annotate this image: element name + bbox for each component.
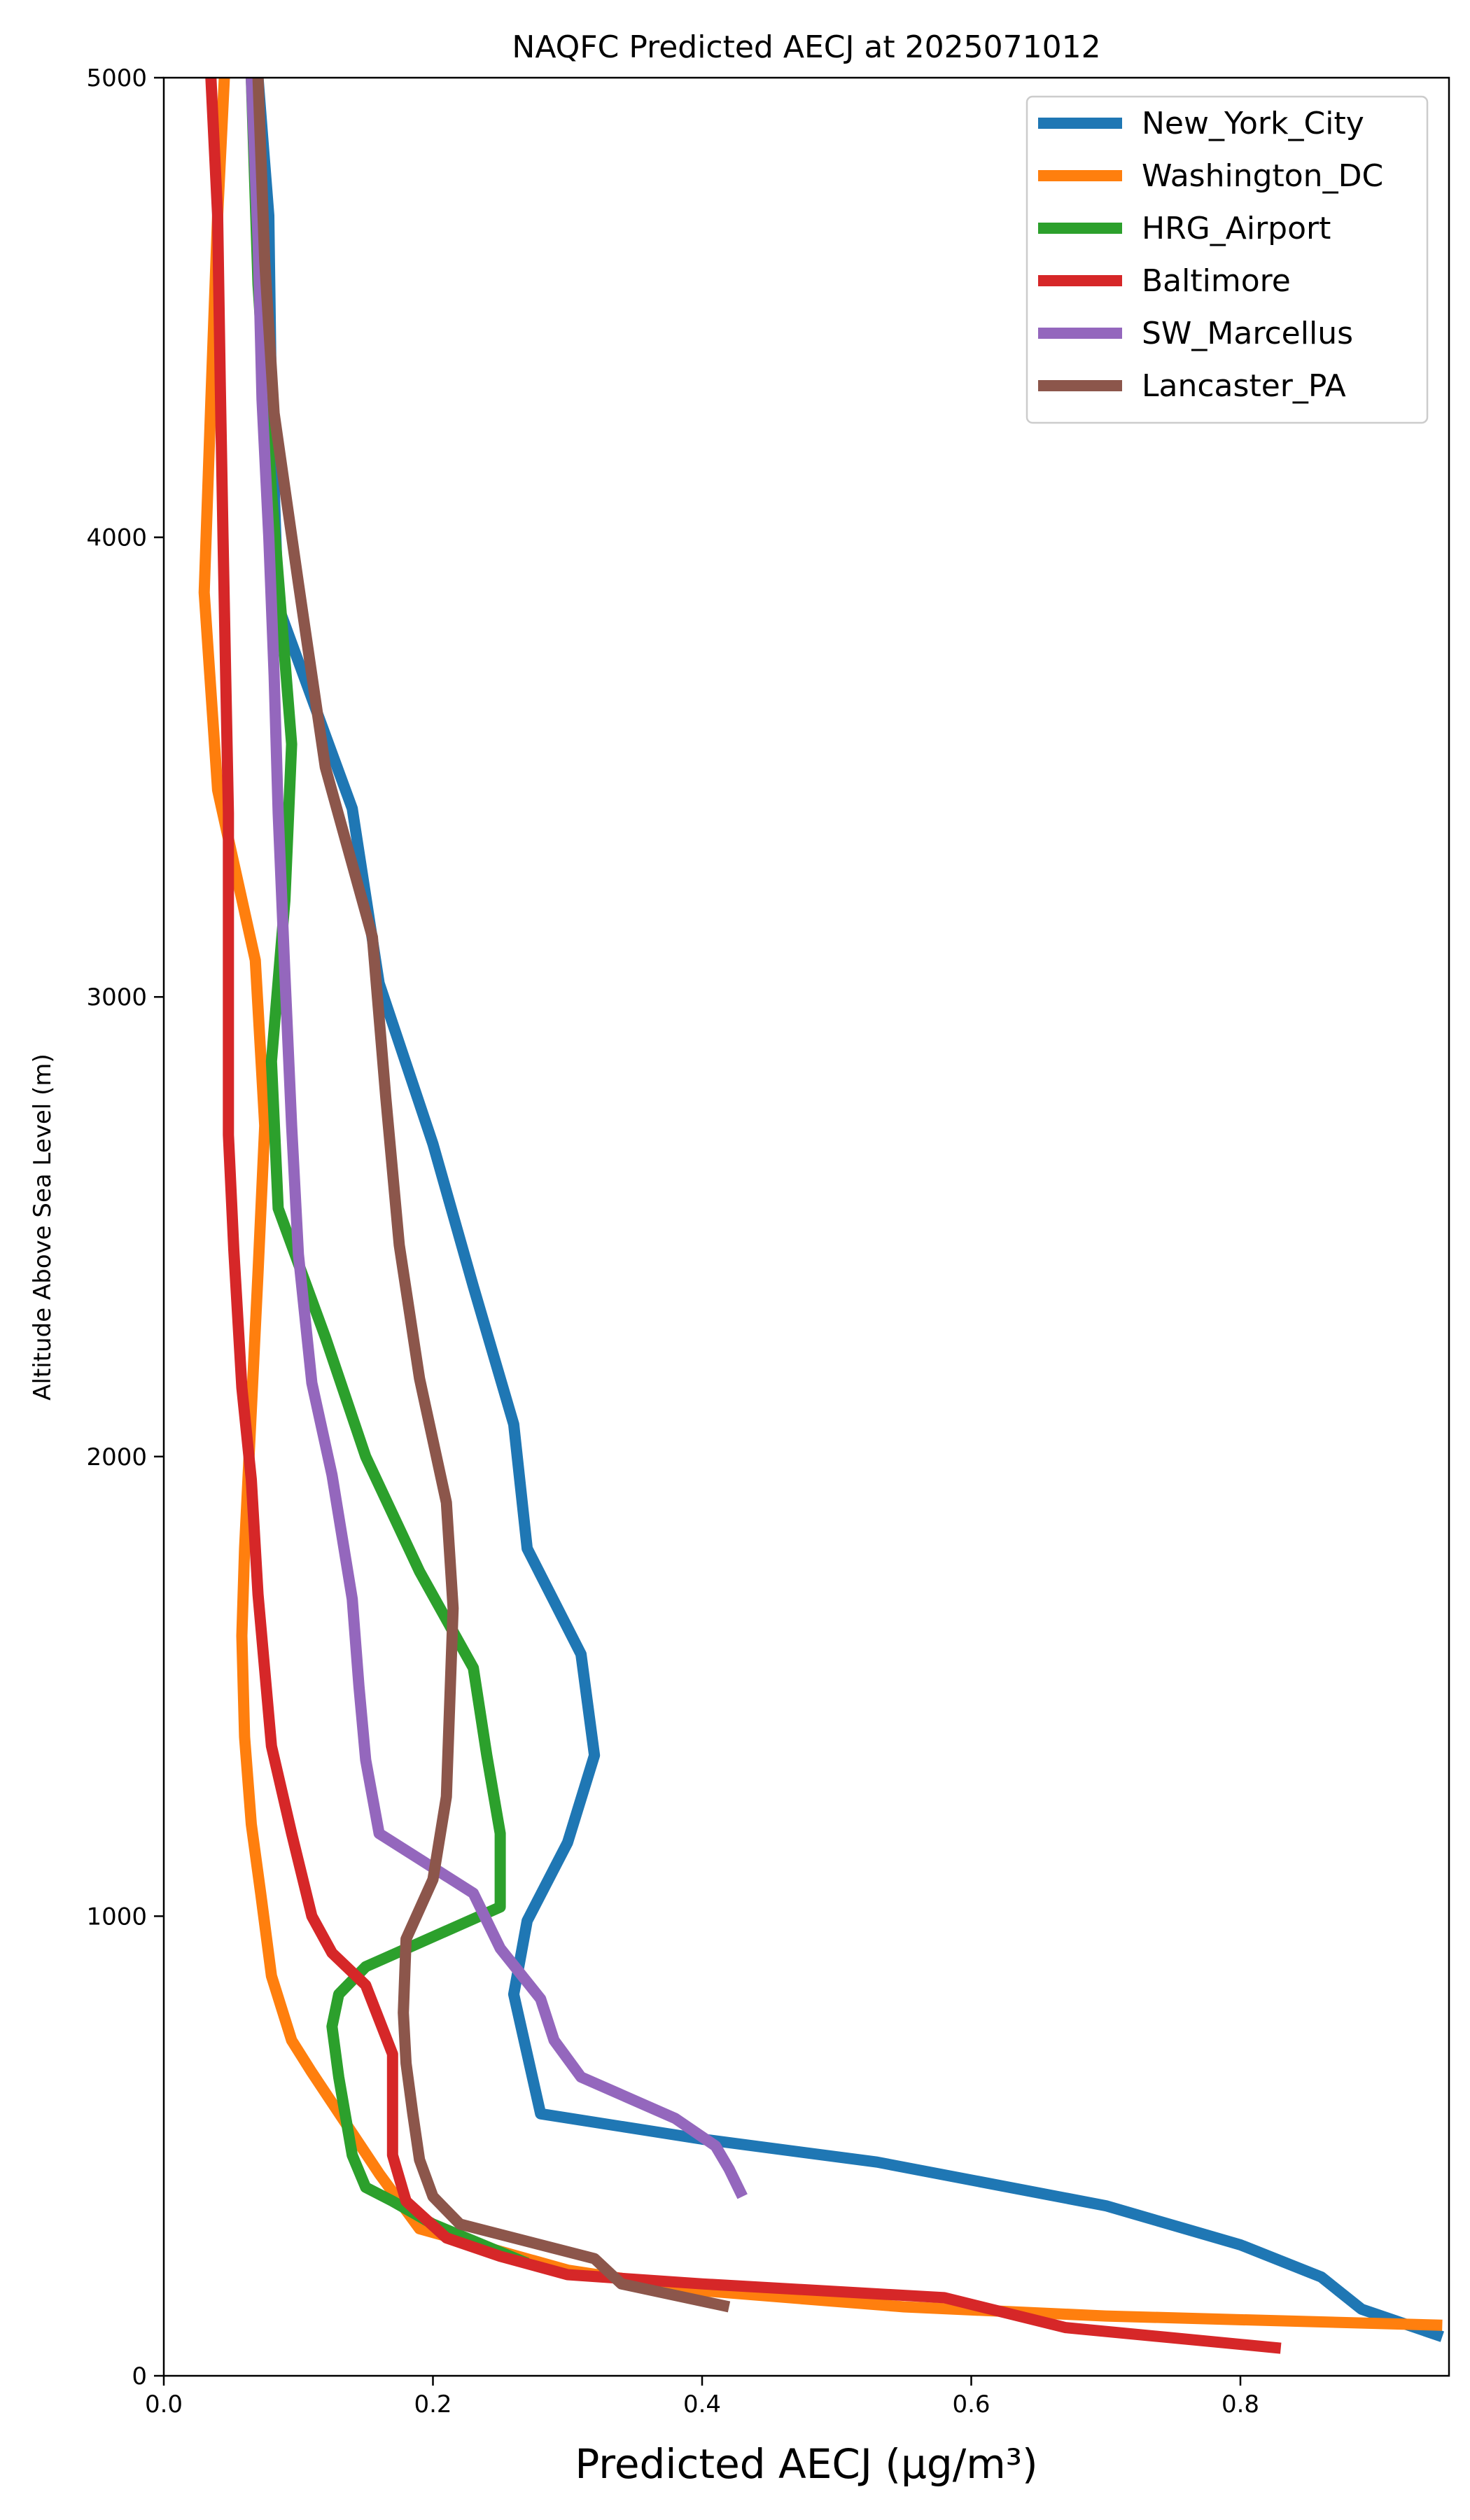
series-line-lancaster-pa: [252, 78, 731, 2313]
y-tick-label: 1000: [86, 1903, 147, 1931]
series-line-new-york-city: [252, 78, 1444, 2342]
x-tick-label: 0.2: [414, 2390, 451, 2418]
x-tick-label: 0.6: [952, 2390, 990, 2418]
y-tick-label: 2000: [86, 1443, 147, 1471]
y-tick-label: 4000: [86, 524, 147, 552]
legend-box: [1026, 95, 1429, 424]
legend-label: New_York_City: [1142, 106, 1364, 141]
legend: New_York_City Washington_DC HRG_Airport Bal…: [1026, 95, 1429, 424]
y-tick-label: 5000: [86, 64, 147, 92]
x-axis-ticks: 0.0 0.2 0.4 0.6 0.8: [145, 2376, 1259, 2418]
legend-label: SW_Marcellus: [1142, 316, 1353, 351]
x-tick-label: 0.4: [683, 2390, 721, 2418]
y-axis-ticks: 0 1000 2000 3000 4000 5000: [86, 64, 164, 2390]
legend-label: Baltimore: [1142, 263, 1291, 299]
x-tick-label: 0.8: [1222, 2390, 1259, 2418]
chart-title: NAQFC Predicted AECJ at 2025071012: [512, 29, 1100, 65]
plot-frame: [162, 76, 1450, 2377]
legend-label: Lancaster_PA: [1142, 368, 1346, 404]
series-lines: [198, 78, 1444, 2354]
legend-label: HRG_Airport: [1142, 211, 1331, 246]
series-line-sw-marcellus: [246, 78, 748, 2199]
y-tick-label: 0: [132, 2362, 147, 2390]
x-tick-label: 0.0: [145, 2390, 183, 2418]
legend-label: Washington_DC: [1142, 158, 1383, 194]
y-axis-label: Altitude Above Sea Level (m): [29, 1054, 57, 1401]
y-tick-label: 3000: [86, 983, 147, 1011]
x-axis-label: Predicted AECJ (μg/m³): [575, 2440, 1037, 2488]
series-line-baltimore: [205, 78, 1282, 2354]
series-line-hrg-airport: [246, 78, 530, 2269]
